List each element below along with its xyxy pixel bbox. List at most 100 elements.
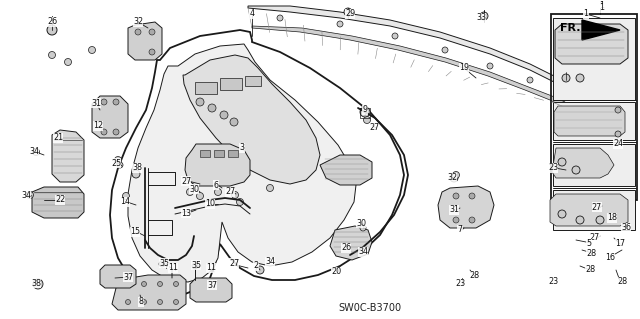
Text: 28: 28 (617, 278, 627, 286)
Circle shape (360, 107, 370, 117)
Bar (553, 18, 635, 100)
Circle shape (576, 216, 584, 224)
Circle shape (344, 8, 352, 16)
Circle shape (141, 281, 147, 286)
Text: 32: 32 (447, 174, 457, 182)
Circle shape (113, 99, 119, 105)
Text: 34: 34 (29, 147, 39, 157)
Text: 31: 31 (91, 99, 101, 108)
Circle shape (360, 225, 366, 231)
Text: 35: 35 (191, 261, 201, 270)
Text: 23: 23 (548, 164, 558, 173)
Text: 37: 37 (207, 280, 217, 290)
Circle shape (115, 157, 122, 164)
Text: 28: 28 (585, 265, 595, 275)
Text: 4: 4 (250, 10, 255, 19)
Text: 34: 34 (358, 248, 368, 256)
Polygon shape (112, 275, 186, 310)
Text: 33: 33 (476, 13, 486, 23)
Circle shape (615, 131, 621, 137)
Text: 11: 11 (206, 263, 216, 272)
Text: 25: 25 (111, 159, 121, 167)
Text: 34: 34 (21, 190, 31, 199)
Text: 24: 24 (613, 139, 623, 149)
Circle shape (192, 263, 198, 269)
Polygon shape (248, 6, 572, 94)
Circle shape (392, 33, 398, 39)
Text: 32: 32 (133, 18, 143, 26)
Circle shape (576, 74, 584, 82)
Circle shape (469, 217, 475, 223)
Circle shape (149, 29, 155, 35)
Circle shape (480, 12, 488, 20)
Circle shape (442, 47, 448, 53)
Circle shape (49, 51, 56, 58)
Text: 36: 36 (621, 224, 631, 233)
Circle shape (196, 192, 204, 199)
Bar (245, 76, 261, 86)
Circle shape (562, 74, 570, 82)
Text: 14: 14 (120, 197, 130, 206)
Text: 28: 28 (469, 271, 479, 280)
Polygon shape (92, 96, 128, 138)
Circle shape (157, 281, 163, 286)
Circle shape (149, 49, 155, 55)
Text: 30: 30 (356, 219, 366, 227)
Text: 27: 27 (592, 203, 602, 211)
Polygon shape (128, 44, 356, 282)
Circle shape (135, 29, 141, 35)
Circle shape (469, 193, 475, 199)
Circle shape (113, 129, 119, 135)
Circle shape (125, 281, 131, 286)
Circle shape (277, 15, 283, 21)
Circle shape (453, 217, 459, 223)
Circle shape (572, 166, 580, 174)
Circle shape (117, 162, 123, 168)
Circle shape (230, 118, 238, 126)
Text: SW0C-B3700: SW0C-B3700 (339, 303, 401, 313)
Circle shape (122, 192, 129, 199)
Polygon shape (185, 144, 250, 186)
Text: 17: 17 (615, 240, 625, 249)
Text: 7: 7 (458, 226, 463, 234)
Circle shape (337, 21, 343, 27)
Circle shape (101, 129, 107, 135)
Bar (553, 190, 635, 230)
Circle shape (450, 174, 458, 182)
Text: 31: 31 (449, 205, 459, 214)
Polygon shape (552, 148, 614, 178)
Circle shape (596, 216, 604, 224)
Circle shape (256, 266, 264, 274)
Circle shape (101, 99, 107, 105)
Text: 22: 22 (55, 196, 65, 204)
Polygon shape (550, 194, 628, 226)
Text: 1: 1 (600, 2, 605, 11)
Text: 11: 11 (168, 263, 178, 272)
Text: 21: 21 (53, 133, 63, 143)
Text: 30: 30 (189, 184, 199, 194)
Text: 1: 1 (600, 4, 605, 12)
Circle shape (132, 170, 140, 178)
Circle shape (237, 198, 243, 205)
Text: 35: 35 (159, 258, 169, 268)
Text: 12: 12 (93, 122, 103, 130)
Polygon shape (190, 278, 232, 302)
Circle shape (527, 77, 533, 83)
Text: 34: 34 (265, 257, 275, 266)
Polygon shape (32, 187, 84, 218)
Text: 8: 8 (138, 298, 143, 307)
Text: 15: 15 (130, 227, 140, 236)
Bar (200, 150, 210, 157)
Bar (214, 150, 224, 157)
Polygon shape (183, 55, 320, 184)
Text: 19: 19 (459, 63, 469, 72)
Circle shape (266, 184, 273, 191)
Text: 23: 23 (455, 279, 465, 288)
Text: 23: 23 (548, 278, 558, 286)
Text: 27: 27 (590, 234, 600, 242)
Circle shape (47, 25, 57, 35)
Polygon shape (582, 20, 620, 40)
Polygon shape (100, 265, 136, 288)
Circle shape (208, 104, 216, 112)
Polygon shape (320, 155, 372, 185)
